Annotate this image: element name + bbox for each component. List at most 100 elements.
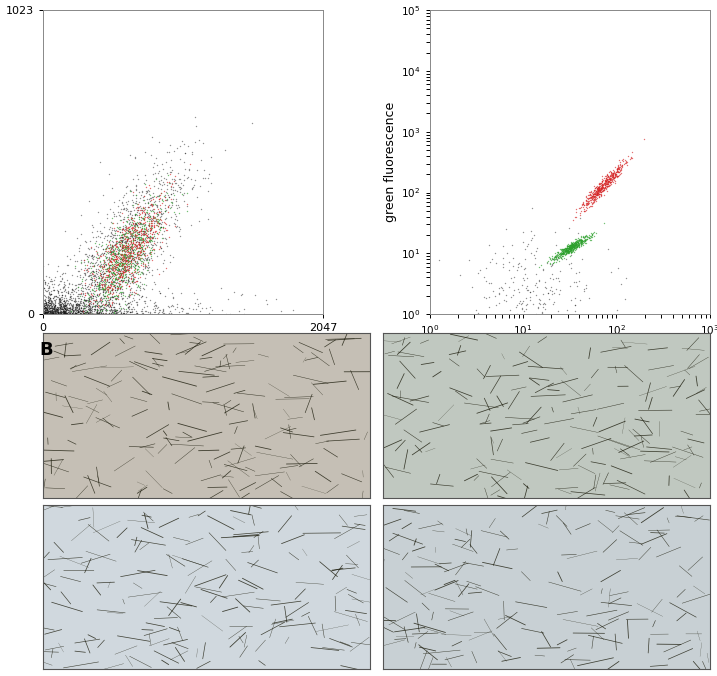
Point [132, 247, 143, 258]
Point [70, 293, 81, 304]
Point [109, 254, 120, 264]
Point [39, 301, 50, 312]
Point [141, 301, 153, 312]
Point [85, 262, 97, 273]
Point [169, 304, 181, 314]
Point [139, 234, 151, 245]
Point [173, 200, 184, 211]
Point [57, 309, 69, 320]
Point [179, 164, 191, 174]
Point [87, 254, 99, 264]
Point [89, 286, 100, 297]
Point [139, 247, 151, 258]
Point [136, 246, 147, 257]
Point [91, 305, 103, 316]
Point [544, 273, 556, 284]
Point [77, 306, 89, 316]
Point [82, 308, 93, 318]
Point [130, 241, 142, 251]
Point [44, 306, 56, 317]
Point [59, 307, 70, 318]
Point [176, 306, 187, 316]
Point [70, 279, 81, 290]
Point [113, 264, 125, 274]
Point [107, 260, 118, 270]
Point [102, 282, 113, 293]
Point [93, 281, 105, 292]
Point [587, 187, 598, 197]
Point [92, 230, 104, 241]
Point [553, 289, 564, 300]
Point [92, 280, 103, 291]
Point [132, 201, 143, 212]
Point [76, 286, 87, 297]
Point [72, 303, 83, 314]
Point [85, 309, 97, 320]
Point [143, 220, 155, 231]
Point [589, 183, 601, 193]
Point [127, 218, 138, 228]
Point [586, 194, 597, 205]
Point [156, 215, 167, 226]
Point [127, 245, 138, 256]
Point [61, 308, 72, 318]
Point [133, 237, 145, 247]
Point [47, 306, 59, 317]
Point [609, 171, 620, 182]
Point [78, 302, 90, 313]
Point [80, 280, 91, 291]
Point [566, 238, 578, 249]
Point [135, 283, 146, 294]
Point [68, 306, 80, 316]
Point [46, 276, 57, 287]
Point [62, 250, 73, 261]
Point [580, 197, 592, 208]
Point [129, 151, 141, 162]
Point [609, 176, 620, 187]
Point [93, 303, 105, 314]
Point [72, 306, 83, 317]
Point [100, 306, 112, 317]
Point [118, 256, 129, 267]
Point [593, 188, 604, 199]
Point [594, 187, 605, 197]
Point [161, 234, 172, 245]
Point [115, 259, 126, 270]
Point [108, 259, 119, 270]
Point [116, 272, 128, 283]
Point [93, 296, 105, 307]
Point [104, 286, 115, 297]
Point [133, 239, 145, 249]
Point [108, 291, 119, 301]
Point [560, 243, 571, 254]
Point [41, 306, 52, 317]
Point [145, 206, 156, 216]
Point [123, 281, 134, 292]
Point [586, 200, 597, 211]
Point [74, 309, 85, 320]
Point [41, 306, 52, 317]
Point [144, 211, 156, 222]
Point [139, 232, 151, 243]
Point [96, 309, 108, 320]
Point [106, 259, 118, 270]
Point [106, 222, 118, 233]
Point [141, 260, 152, 271]
Point [100, 253, 112, 264]
Point [74, 266, 85, 276]
Point [60, 308, 72, 318]
Point [593, 188, 604, 199]
Point [157, 179, 168, 190]
Point [81, 309, 92, 320]
Point [108, 275, 119, 286]
Point [171, 211, 182, 222]
Point [193, 301, 204, 312]
Point [56, 293, 67, 304]
Point [52, 301, 64, 312]
Point [114, 261, 125, 272]
Point [84, 296, 95, 307]
Point [120, 182, 132, 193]
Point [43, 301, 54, 312]
Point [101, 295, 113, 306]
Point [63, 302, 75, 313]
